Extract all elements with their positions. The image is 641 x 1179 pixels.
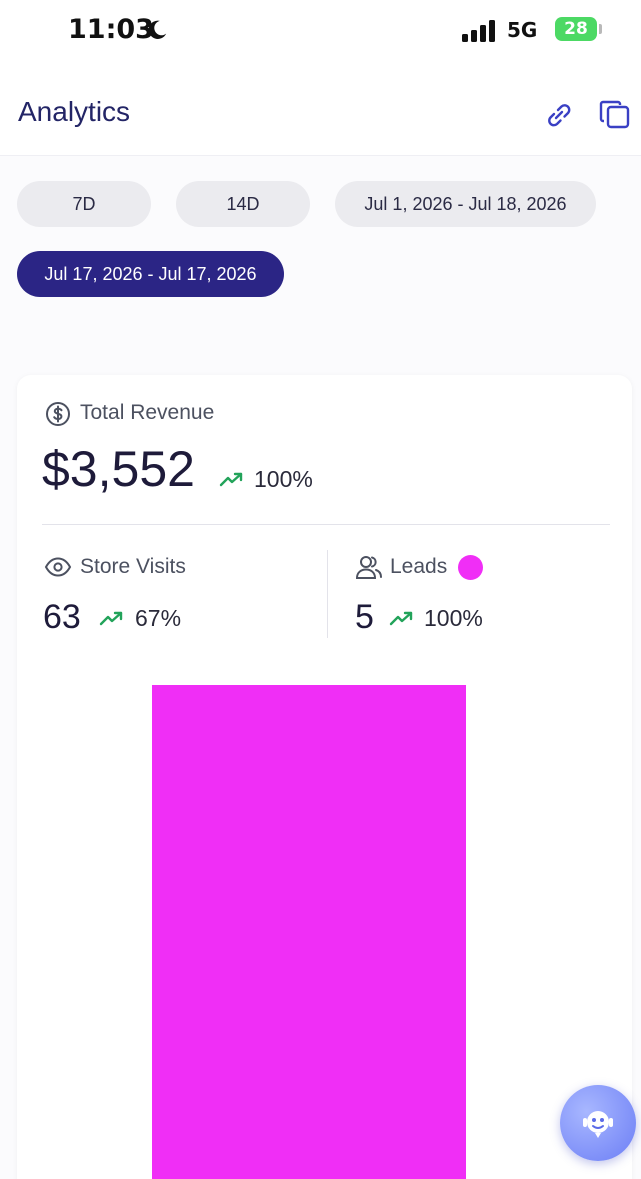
link-icon[interactable] [542, 98, 576, 132]
revenue-value: $3,552 [42, 441, 195, 497]
filter-date-range-2[interactable]: Jul 17, 2026 - Jul 17, 2026 [17, 251, 284, 297]
trend-up-icon [389, 611, 413, 626]
users-icon [355, 556, 382, 579]
battery-cap [599, 24, 602, 34]
visits-value: 63 [43, 598, 81, 636]
copy-icon[interactable] [597, 98, 633, 132]
filter-label: Jul 17, 2026 - Jul 17, 2026 [44, 264, 257, 284]
divider [327, 550, 328, 638]
revenue-label: Total Revenue [80, 401, 215, 424]
chatbot-icon [583, 1111, 613, 1138]
leads-legend-dot [458, 555, 483, 580]
filter-date-range-1[interactable]: Jul 1, 2026 - Jul 18, 2026 [335, 181, 596, 227]
visits-label: Store Visits [80, 555, 186, 578]
leads-label: Leads [390, 555, 448, 578]
leads-change: 100% [424, 605, 483, 631]
leads-bar-chart [152, 685, 466, 1179]
filter-label: 14D [226, 194, 260, 214]
moon-icon [148, 20, 167, 39]
leads-bar [152, 685, 466, 1179]
trend-up-icon [219, 472, 243, 487]
status-time: 11:03 [68, 14, 154, 45]
battery-icon: 28 [555, 17, 597, 41]
app-header: Analytics [0, 62, 641, 156]
trend-up-icon [99, 611, 123, 626]
leads-value: 5 [355, 598, 374, 636]
dollar-icon [46, 402, 70, 426]
battery-level: 28 [564, 19, 588, 39]
status-bar: 11:03 5G 28 [0, 0, 641, 62]
filter-label: 7D [72, 194, 96, 214]
visits-change: 67% [135, 605, 182, 631]
filter-label: Jul 1, 2026 - Jul 18, 2026 [364, 194, 567, 214]
filter-14d[interactable]: 14D [176, 181, 310, 227]
revenue-change: 100% [254, 466, 313, 492]
eye-icon [44, 557, 72, 577]
network-label: 5G [507, 18, 538, 42]
divider [42, 524, 610, 525]
filter-7d[interactable]: 7D [17, 181, 151, 227]
chat-button[interactable] [560, 1085, 636, 1161]
signal-icon [462, 20, 495, 42]
page-title: Analytics [18, 96, 131, 127]
